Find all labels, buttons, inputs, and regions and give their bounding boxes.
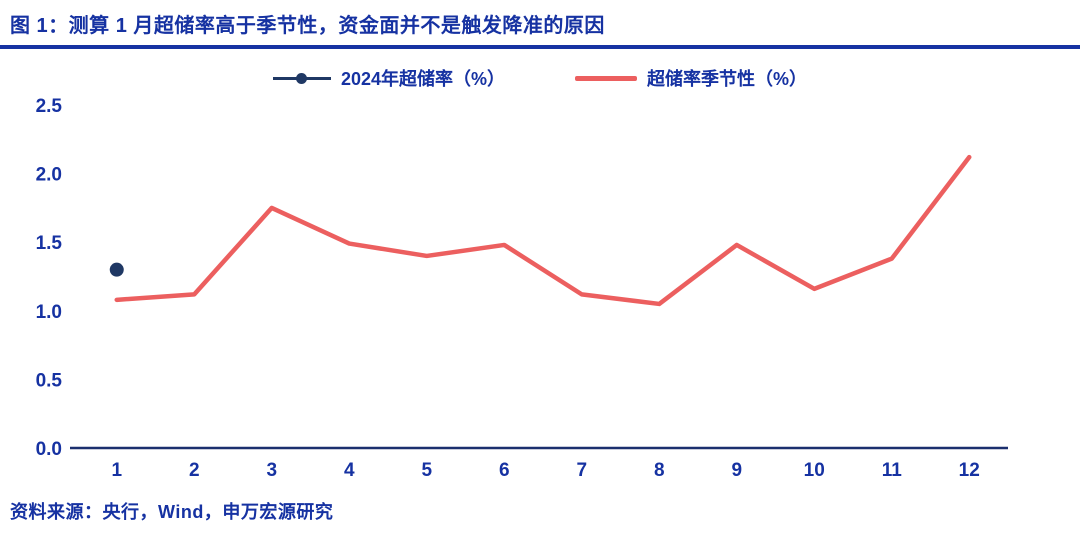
svg-text:0.0: 0.0	[36, 439, 62, 460]
svg-text:8: 8	[654, 460, 665, 481]
figure-title: 图 1：测算 1 月超储率高于季节性，资金面并不是触发降准的原因	[10, 15, 605, 37]
svg-text:2.5: 2.5	[36, 96, 63, 117]
svg-text:7: 7	[576, 460, 587, 481]
data-source-note: 资料来源：央行，Wind，申万宏源研究	[10, 502, 334, 522]
navy-line-dot-marker-icon	[272, 72, 331, 85]
red-line-marker-icon	[575, 75, 638, 81]
svg-text:3: 3	[266, 460, 277, 481]
svg-text:1: 1	[111, 460, 122, 481]
chart-legend: 2024年超储率（%） 超储率季节性（%）	[0, 65, 1080, 91]
svg-text:4: 4	[344, 460, 355, 481]
svg-text:12: 12	[959, 460, 980, 481]
legend-label-seasonal-excess-reserve: 超储率季节性（%）	[647, 69, 808, 89]
svg-text:9: 9	[731, 460, 742, 481]
legend-item-seasonal-excess-reserve: 超储率季节性（%）	[575, 65, 807, 91]
legend-label-2024-excess-reserve: 2024年超储率（%）	[340, 69, 506, 89]
svg-text:0.5: 0.5	[36, 370, 63, 391]
legend-item-2024-excess-reserve: 2024年超储率（%）	[272, 65, 506, 91]
line-chart: 0.0 0.5 1.0 1.5 2.0 2.5 1 2 3 4 5 6 7 8 9 10 11 12	[0, 93, 1080, 490]
svg-text:1.5: 1.5	[36, 233, 63, 254]
svg-text:1.0: 1.0	[36, 302, 62, 323]
svg-text:2.0: 2.0	[36, 165, 62, 186]
svg-text:2: 2	[189, 460, 200, 481]
svg-text:10: 10	[804, 460, 825, 481]
line-chart-canvas: 0.00.51.01.52.02.51 2 3 4 5 6 7 8 9 10 11 12	[36, 96, 1008, 481]
svg-text:11: 11	[882, 460, 903, 481]
svg-text:5: 5	[421, 460, 432, 481]
svg-text:6: 6	[499, 460, 510, 481]
title-divider	[0, 45, 1080, 49]
